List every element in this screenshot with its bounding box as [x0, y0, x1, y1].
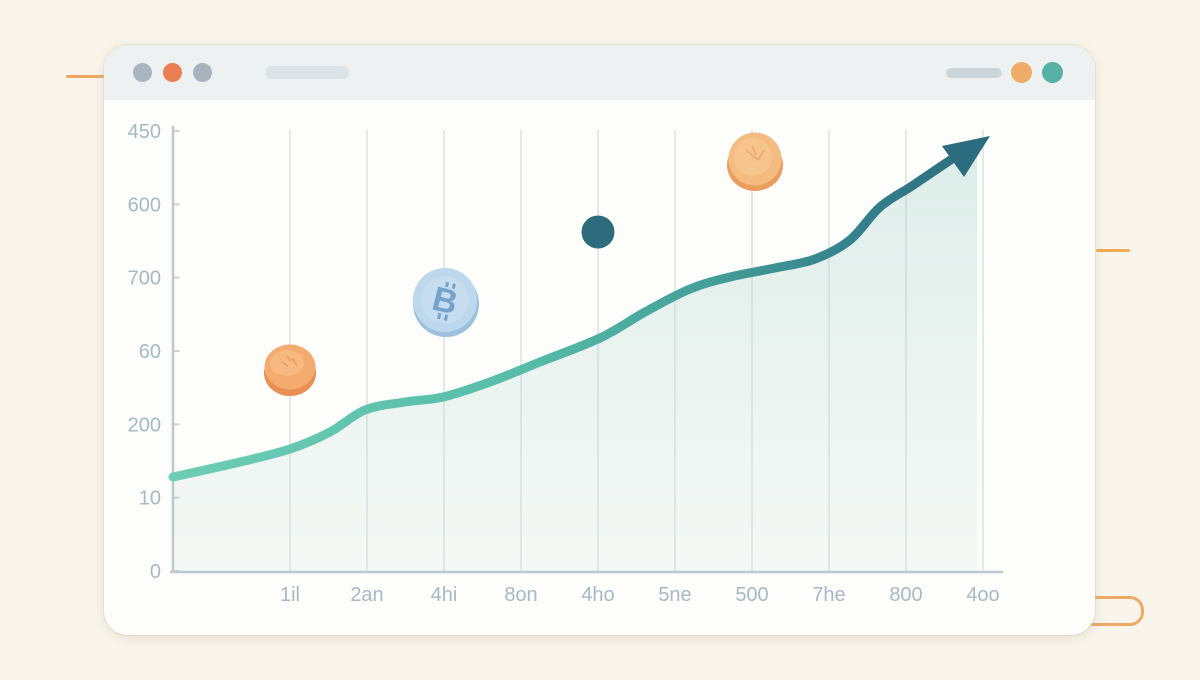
trend-area-fill — [173, 150, 977, 572]
window-control-dot-2[interactable] — [163, 62, 182, 82]
decorative-dash-left — [66, 75, 106, 78]
x-tick-label: 7he — [812, 584, 845, 606]
x-tick-label: 4oo — [966, 584, 999, 606]
y-axis-labels: 450 600 700 60 200 10 0 — [128, 121, 161, 583]
gold-coin-large-icon — [727, 132, 783, 191]
x-tick-label: 2an — [350, 584, 383, 606]
y-tick-label: 0 — [150, 561, 161, 583]
toolbar-pill[interactable] — [946, 68, 1002, 78]
window-control-dot-1[interactable] — [133, 62, 152, 82]
x-tick-label: 800 — [889, 584, 922, 606]
y-tick-label: 60 — [139, 341, 161, 363]
trend-chart: 450 600 700 60 200 10 0 1il 2an 4hi 8on 4ho 5ne 500 7… — [128, 121, 1004, 606]
browser-window: 450 600 700 60 200 10 0 1il 2an 4hi 8on 4ho 5ne 500 7… — [104, 45, 1095, 635]
teal-dot-marker — [581, 215, 615, 249]
toolbar-orange-dot-button[interactable] — [1011, 61, 1032, 83]
window-control-dot-3[interactable] — [193, 62, 212, 82]
y-tick-label: 200 — [128, 414, 161, 436]
y-tick-label: 450 — [128, 121, 161, 143]
y-tick-label: 600 — [128, 194, 161, 216]
x-tick-label: 1il — [280, 584, 300, 606]
window-titlebar — [104, 45, 1095, 100]
x-tick-label: 500 — [735, 584, 768, 606]
x-tick-label: 8on — [504, 584, 537, 606]
decorative-dash-right — [1096, 249, 1130, 252]
x-tick-label: 5ne — [658, 584, 691, 606]
x-tick-label: 4hi — [431, 584, 458, 606]
trend-line — [168, 150, 963, 482]
toolbar-teal-dot-button[interactable] — [1042, 61, 1063, 83]
x-tick-label: 4ho — [581, 584, 614, 606]
y-axis-ticks — [173, 130, 180, 572]
x-axis-labels: 1il 2an 4hi 8on 4ho 5ne 500 7he 800 4oo — [280, 584, 1000, 606]
address-bar[interactable] — [265, 66, 349, 79]
y-tick-label: 10 — [139, 488, 161, 510]
arrow-head-icon — [942, 136, 990, 177]
gold-coin-icon — [264, 344, 316, 396]
bitcoin-coin-icon: B — [413, 268, 479, 337]
y-tick-label: 700 — [128, 268, 161, 290]
